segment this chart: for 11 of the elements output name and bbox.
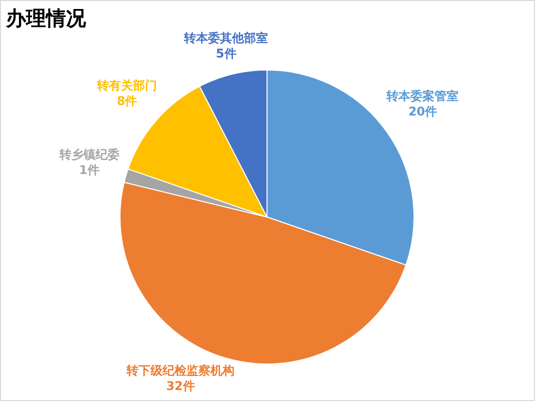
- data-label: 8件: [116, 94, 138, 108]
- slice-label: 转本委案管室: [386, 88, 459, 103]
- slice-label: 转下级纪检监察机构: [126, 363, 235, 378]
- data-label: 1件: [79, 163, 100, 178]
- slice-label: 转乡镇纪委: [58, 147, 120, 162]
- data-label: 20件: [408, 104, 438, 118]
- data-label: 32件: [166, 379, 195, 394]
- chart-title: 办理情况: [5, 6, 87, 30]
- data-label: 5件: [216, 46, 236, 61]
- slice-label: 转本委其他部室: [183, 31, 268, 46]
- slice-label: 转有关部门: [96, 78, 158, 92]
